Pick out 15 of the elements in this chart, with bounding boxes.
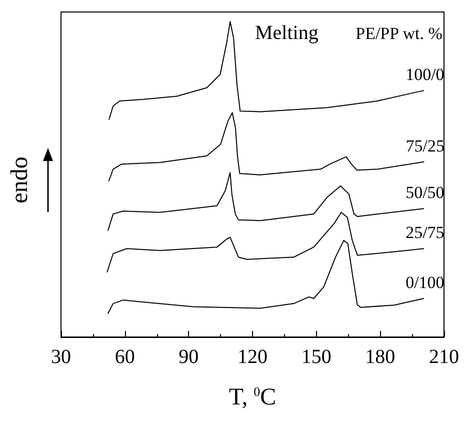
x-tick-label: 30 (51, 346, 71, 368)
x-tick-label: 60 (114, 346, 135, 368)
y-axis-title: endo (7, 156, 33, 204)
series-label: 0/100 (406, 273, 444, 292)
legend-title: PE/PP wt. % (356, 24, 442, 43)
series-label: 50/50 (406, 183, 444, 202)
annotation: Melting (255, 22, 318, 44)
x-tick-label: 180 (365, 346, 396, 368)
x-tick-label: 90 (178, 346, 199, 368)
series-label: 25/75 (406, 223, 444, 242)
x-tick-label: 210 (429, 346, 459, 368)
series-label: 100/0 (406, 65, 444, 84)
series-label: 75/25 (406, 136, 445, 156)
x-tick-label: 150 (301, 346, 332, 368)
x-tick-label: 120 (238, 346, 268, 368)
